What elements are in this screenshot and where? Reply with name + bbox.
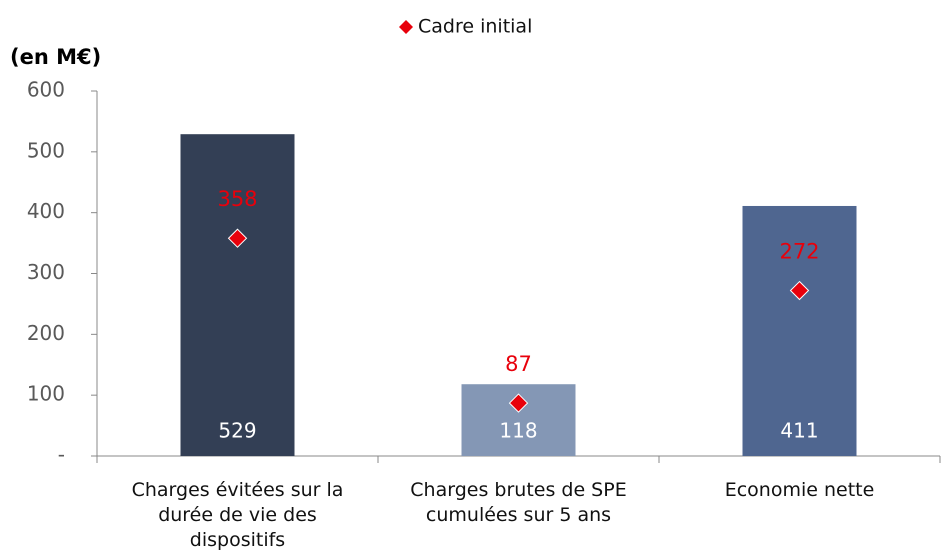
marker-value-label: 272 — [779, 240, 819, 264]
y-tick-label: 200 — [27, 321, 65, 345]
bar — [180, 134, 295, 457]
y-tick-label: - — [58, 443, 65, 467]
y-tick-label: 400 — [27, 199, 65, 223]
x-tick-label: Economie nette — [724, 479, 875, 501]
x-tick-label: Charges brutes de SPE cumulées sur 5 ans — [410, 479, 627, 526]
bar — [742, 205, 857, 456]
x-tick-label: Charges évitées sur la durée de vie des … — [131, 479, 344, 551]
marker — [508, 393, 529, 413]
y-axis-label: (en M€) — [10, 45, 101, 69]
marker — [789, 280, 810, 301]
bar-value-label: 118 — [499, 419, 537, 443]
legend-label: Cadre initial — [418, 16, 532, 38]
legend-marker — [399, 20, 413, 34]
bar-value-label: 411 — [780, 419, 818, 443]
marker-value-label: 358 — [217, 187, 257, 211]
y-tick-label: 300 — [27, 260, 65, 284]
marker — [227, 228, 248, 248]
bar-value-label: 529 — [218, 419, 256, 443]
y-tick-label: 600 — [27, 78, 65, 102]
y-tick-label: 100 — [27, 382, 65, 406]
y-tick-label: 500 — [27, 138, 65, 162]
marker-value-label: 87 — [505, 352, 532, 376]
